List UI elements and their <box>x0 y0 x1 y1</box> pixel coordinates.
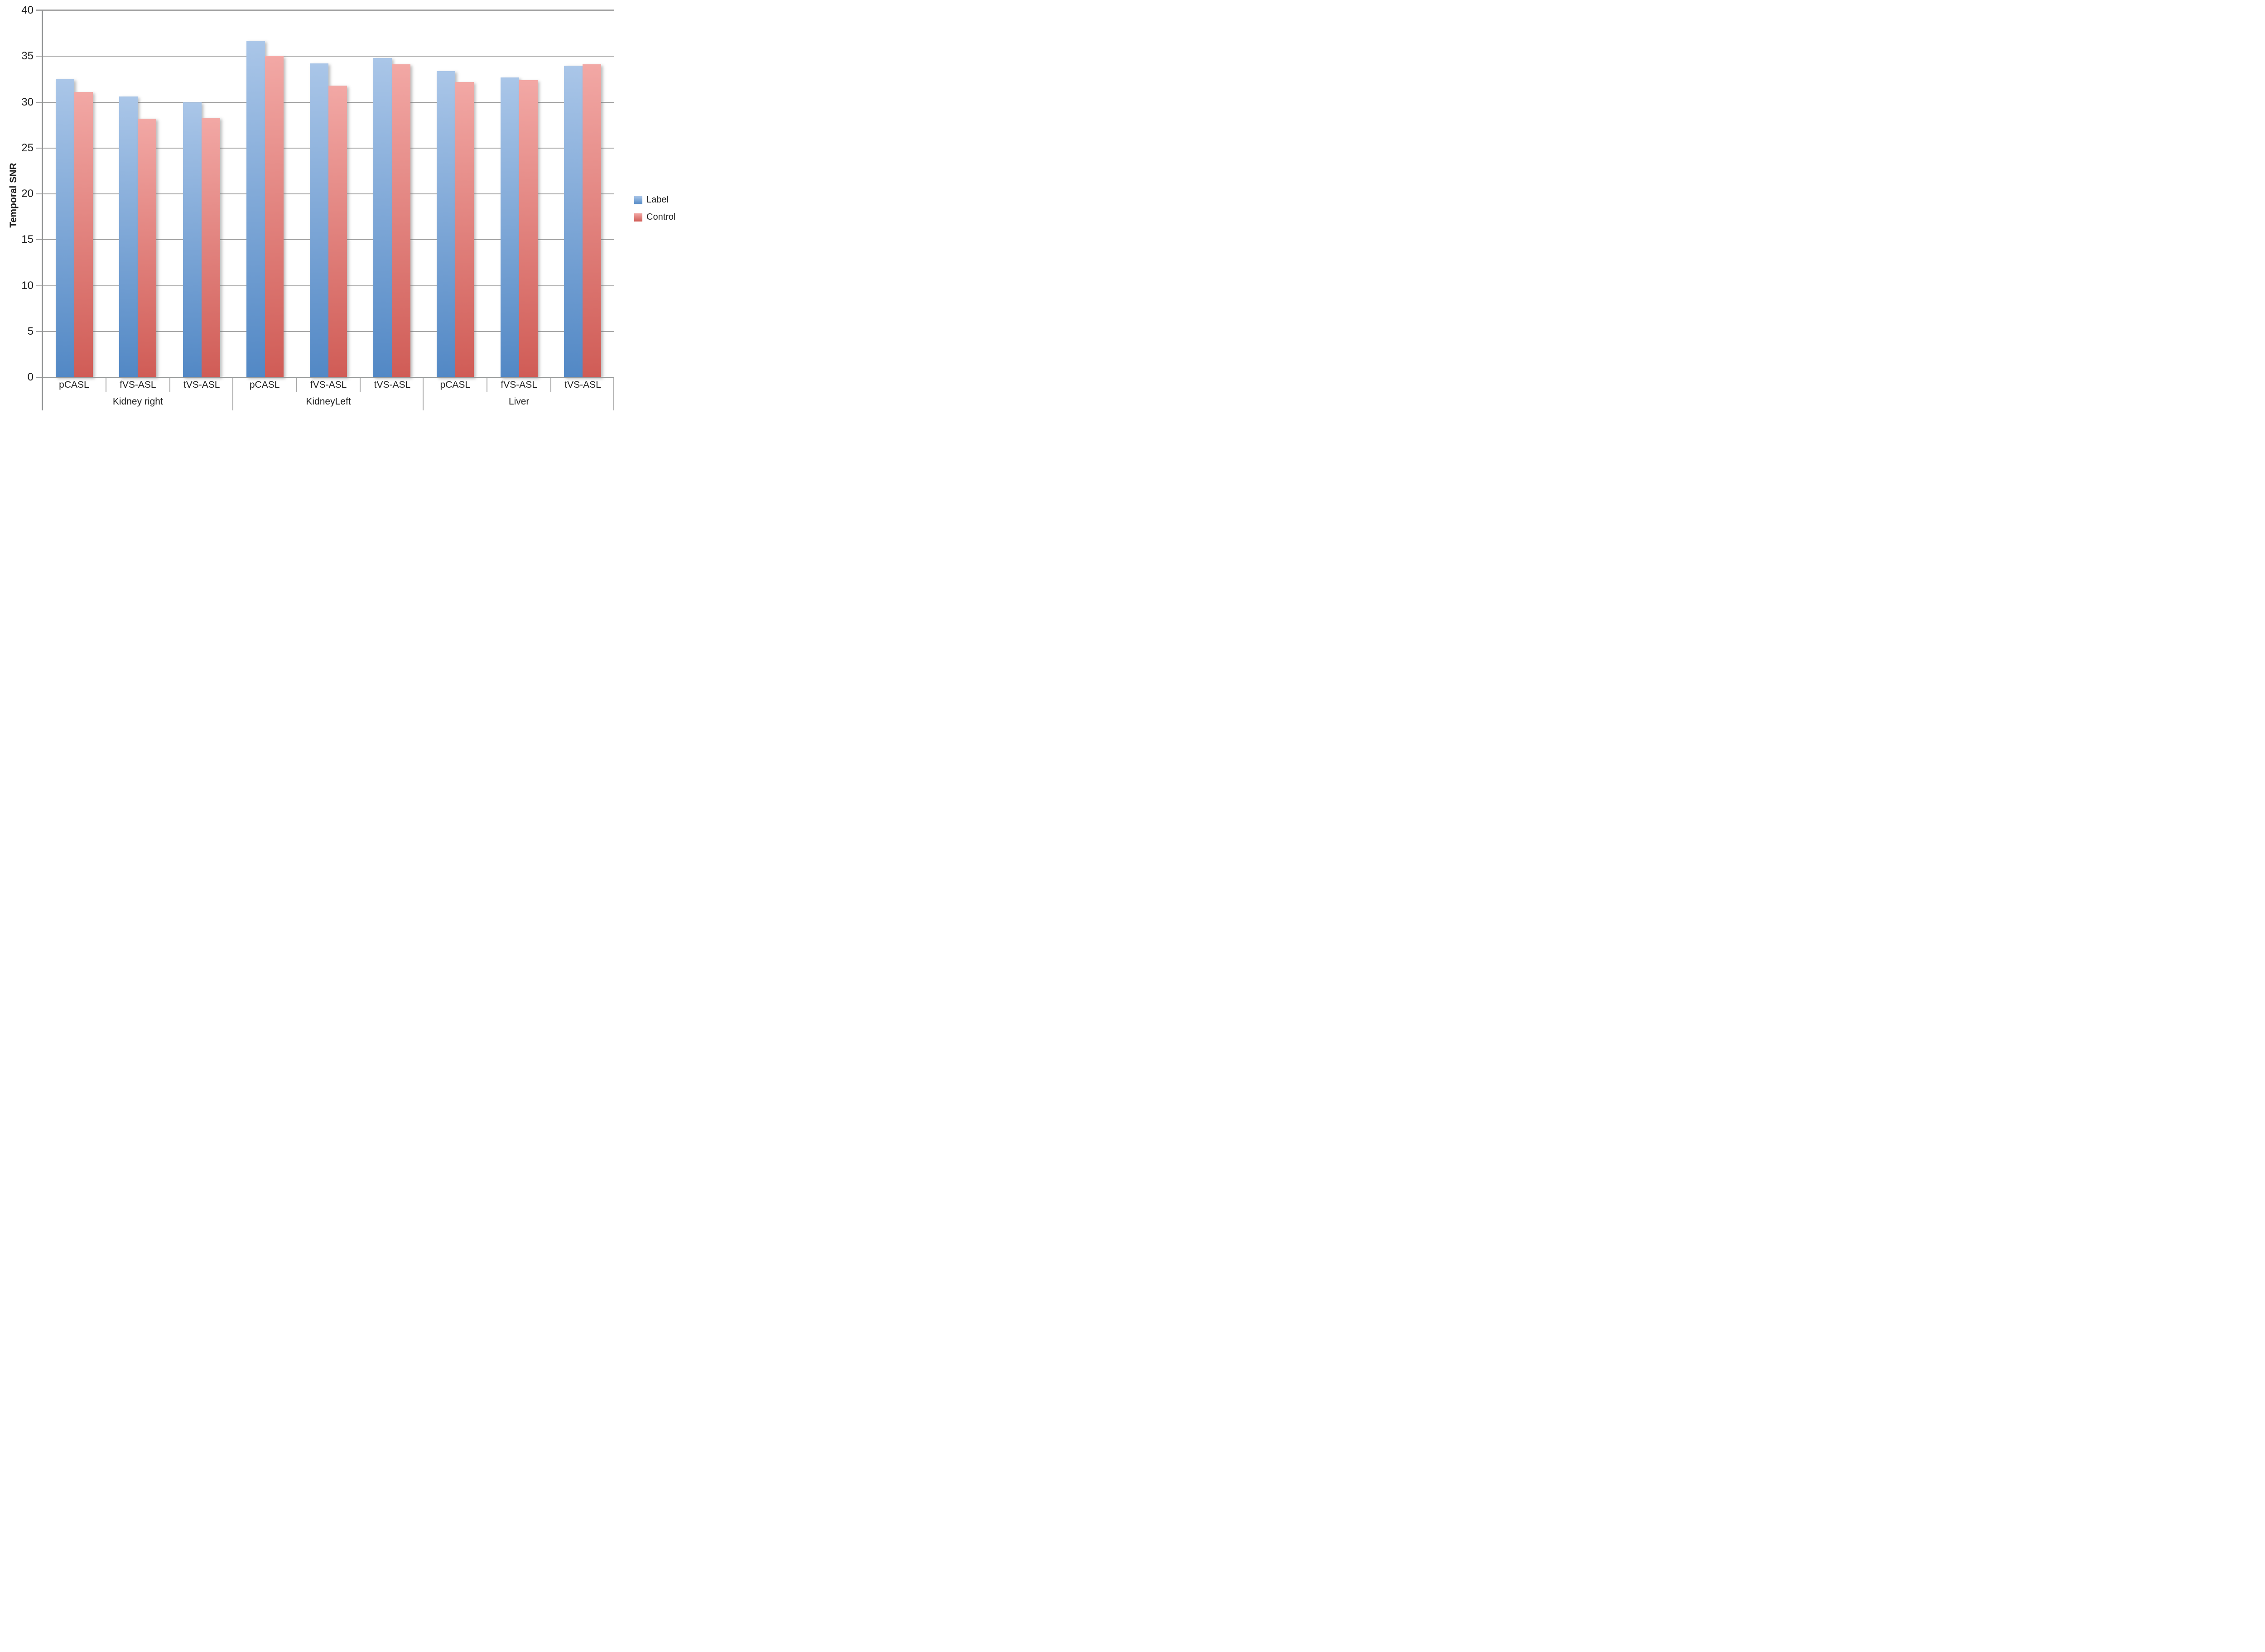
bar-control <box>265 56 284 377</box>
y-axis-tick-label: 5 <box>27 325 34 337</box>
bars-layer <box>43 10 614 377</box>
category-label: pCASL <box>424 377 488 392</box>
bar-chart: Temporal SNR 0 5 10 15 20 25 30 35 40 pCASL fVS-A… <box>0 0 676 413</box>
legend-swatch-control <box>634 213 642 222</box>
plot-area: 0 5 10 15 20 25 30 35 40 <box>21 5 614 410</box>
category-label: pCASL <box>43 377 106 392</box>
y-axis-line <box>42 10 43 410</box>
bar-control <box>328 86 347 377</box>
category-cell <box>43 10 106 377</box>
category-label: fVS-ASL <box>297 377 361 392</box>
category-cell <box>360 10 424 377</box>
bar-control <box>455 82 474 377</box>
bar-group <box>43 10 233 377</box>
separator <box>613 377 614 410</box>
legend-label: Label <box>646 195 669 205</box>
separator <box>232 377 233 410</box>
separator <box>423 377 424 410</box>
group-label: Liver <box>508 396 530 407</box>
category-label: tVS-ASL <box>183 379 220 390</box>
legend-label: Control <box>646 212 676 222</box>
category-label: tVS-ASL <box>374 379 411 390</box>
category-label: fVS-ASL <box>106 377 170 392</box>
bar-label <box>437 71 456 377</box>
bar-control <box>138 118 157 377</box>
category-label-row: pCASL fVS-ASL tVS-ASL pCASL fVS-ASL tVS-ASL pC… <box>43 377 614 392</box>
y-axis-title: Temporal SNR <box>8 163 19 228</box>
bar-label <box>500 77 519 377</box>
group-label: KidneyLeft <box>306 396 351 407</box>
bar-label <box>56 79 75 377</box>
category-cell <box>551 10 614 377</box>
y-axis-tick-label: 25 <box>21 141 34 154</box>
bar-label <box>119 96 138 377</box>
legend-swatch-label <box>634 196 642 204</box>
y-axis-tick-label: 10 <box>21 279 34 292</box>
category-cell <box>106 10 169 377</box>
y-axis-tick-label: 35 <box>21 50 34 63</box>
category-label: tVS-ASL <box>564 379 601 390</box>
category-label: pCASL <box>233 377 297 392</box>
bar-label <box>183 102 202 377</box>
category-cell <box>424 10 487 377</box>
legend: Label Control <box>634 195 675 222</box>
legend-item-label: Label <box>634 195 675 205</box>
y-axis-tick-label: 0 <box>27 371 34 383</box>
bar-label <box>310 63 328 377</box>
bar-control <box>201 117 220 377</box>
category-label: fVS-ASL <box>487 377 552 392</box>
category-cell <box>487 10 551 377</box>
bar-control <box>74 92 93 377</box>
bar-group <box>233 10 424 377</box>
category-cell <box>169 10 233 377</box>
bar-label <box>564 65 583 377</box>
bar-group <box>424 10 614 377</box>
y-axis-tick-label: 40 <box>21 4 34 16</box>
y-axis-tick-label: 20 <box>21 188 34 200</box>
category-cell <box>233 10 297 377</box>
bar-control <box>519 80 538 377</box>
legend-item-control: Control <box>634 212 675 222</box>
bar-label <box>373 58 392 377</box>
x-axis: pCASL fVS-ASL tVS-ASL pCASL fVS-ASL tVS-ASL pC… <box>43 377 614 411</box>
group-label-row: Kidney right KidneyLeft Liver <box>43 392 614 411</box>
bar-control <box>582 64 601 377</box>
bar-label <box>246 40 265 377</box>
y-axis: 0 5 10 15 20 25 30 35 40 <box>21 5 614 383</box>
category-cell <box>297 10 360 377</box>
gridline <box>36 56 614 57</box>
gridline <box>36 10 614 11</box>
y-axis-tick-label: 30 <box>21 96 34 108</box>
bar-control <box>392 64 411 377</box>
x-axis-baseline <box>36 377 614 378</box>
y-axis-tick-label: 15 <box>21 233 34 246</box>
group-label: Kidney right <box>112 396 163 407</box>
